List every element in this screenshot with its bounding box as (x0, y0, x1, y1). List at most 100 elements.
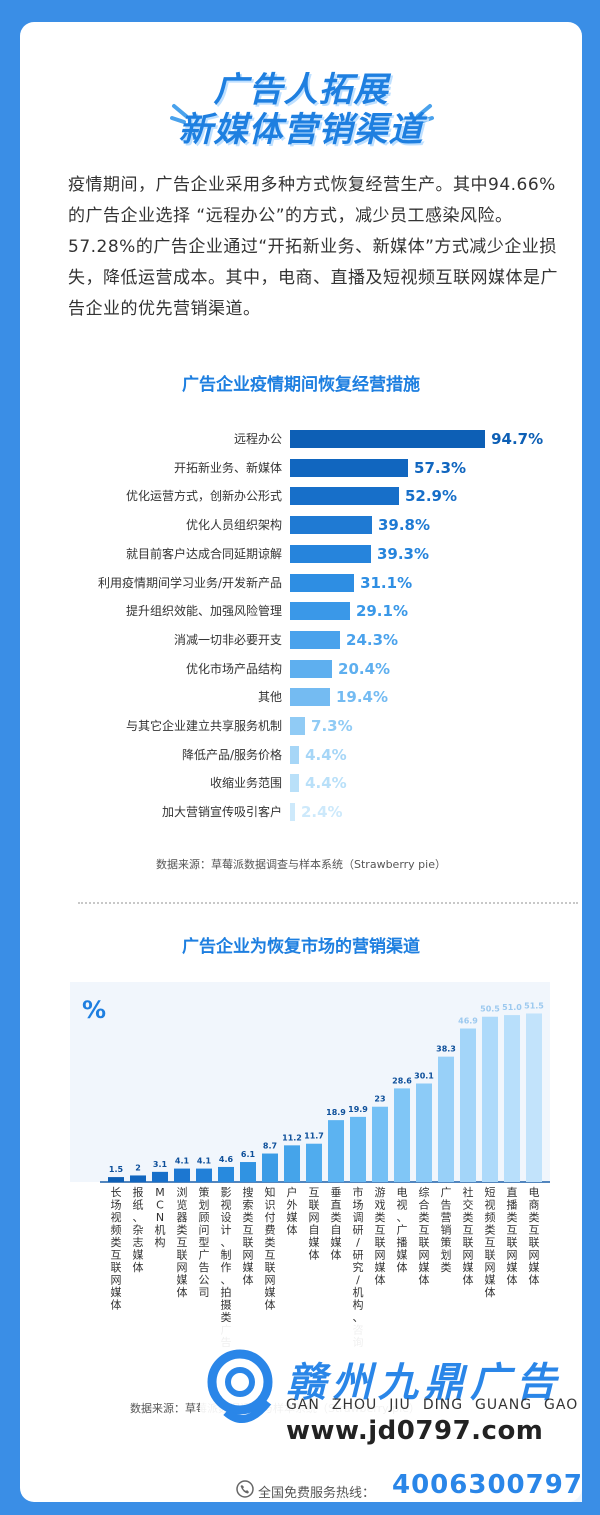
hbar-value-label: 39.8% (377, 516, 431, 535)
left-sparkle-icon (170, 104, 188, 124)
hbar-bar (290, 487, 399, 506)
hbar-row: 降低产品/服务价格 4.4% (20, 744, 582, 768)
intro-paragraph: 疫情期间，广告企业采用多种方式恢复经营生产。其中94.66%的广告企业选择 “远… (68, 175, 558, 319)
vbar-bar (438, 1056, 454, 1182)
hbar-row: 远程办公 94.7% (20, 428, 582, 452)
hbar-bar (290, 745, 300, 764)
vbar-value-label: 51.5 (524, 1001, 544, 1010)
vbar-bar (284, 1145, 300, 1182)
hbar-value-label: 24.3% (346, 630, 399, 649)
vbar-value-label: 28.6 (392, 1076, 412, 1085)
vbar-category-label: 广告营销策划类 (441, 1186, 452, 1274)
hbar-value-label: 31.1% (360, 573, 413, 592)
vbar-value-label: 30.1 (414, 1071, 434, 1080)
hbar-category-label: 就目前客户达成合同延期谅解 (125, 546, 282, 561)
vbar-chart: % 1.5 长场视频类互联网媒体 2 报纸、杂志媒体 3.1 M C N 机构 4.1 浏览器类互联… (70, 982, 550, 1347)
hbar-value-label: 20.4% (338, 659, 391, 678)
vbar-bar (130, 1175, 146, 1182)
vbar-value-label: 8.7 (263, 1142, 277, 1151)
hbar-bar (290, 803, 295, 822)
vbar-bar (240, 1162, 256, 1182)
brand-pinyin-2: ZHOU (331, 1397, 378, 1413)
vbar-category-label: 电商类互联网媒体 (529, 1186, 540, 1287)
section-divider (78, 902, 578, 904)
vbar-value-label: 11.7 (304, 1132, 324, 1141)
brand-pinyin-4: DING (422, 1397, 464, 1413)
vbar-value-label: 4.1 (197, 1157, 212, 1166)
hbar-row: 开拓新业务、新媒体 57.3% (20, 457, 582, 481)
brand-pinyin-1: GAN (286, 1397, 320, 1413)
hbar-row: 其他 19.4% (20, 686, 582, 710)
hbar-chart-source: 数据来源：草莓派数据调查与样本系统（Strawberry pie） (156, 858, 446, 871)
hbar-value-label: 29.1% (355, 602, 408, 621)
vbar-value-label: 11.2 (282, 1133, 302, 1142)
vbar-category-label: 电视、广播媒体 (397, 1186, 408, 1274)
vbar-category-label: 浏览器类互联网媒体 (177, 1185, 188, 1299)
hbar-row: 优化人员组织架构 39.8% (20, 514, 582, 538)
hbar-value-label: 94.7% (491, 430, 544, 448)
hbar-bar (290, 602, 350, 621)
brand-pinyin-6: GAO (544, 1397, 579, 1413)
vbar-bar (394, 1088, 410, 1182)
hbar-category-label: 与其它企业建立共享服务机制 (125, 719, 282, 733)
vbar-bar (108, 1177, 124, 1182)
vbar-category-label: 搜索类互联网媒体 (243, 1185, 254, 1287)
hbar-bar (290, 774, 300, 793)
hotline-number: 4006300797 (392, 1470, 583, 1500)
hbar-row: 就目前客户达成合同延期谅解 39.3% (20, 543, 582, 567)
phone-icon (236, 1480, 254, 1498)
hbar-category-label: 降低产品/服务价格 (181, 747, 282, 762)
hbar-row: 加大营销宣传吸引客户 2.4% (20, 801, 582, 825)
vbar-bar (174, 1168, 190, 1182)
infographic-card: 广告人拓展 新媒体营销渠道 疫情期间，广告企业采用多种方式恢复经营生产。其中94… (20, 22, 582, 1502)
vbar-category-label: 社交类互联网媒体 (463, 1185, 474, 1287)
vbar-category-label: 策划顾问型广告公司 (199, 1185, 210, 1299)
vbar-value-label: 2 (135, 1163, 141, 1172)
vbar-bar (350, 1116, 366, 1182)
brand-pinyin-5: GUANG (475, 1397, 533, 1413)
vbar-bar (152, 1171, 168, 1182)
title-line-2: 新媒体营销渠道 (178, 110, 424, 150)
title-line-1: 广告人拓展 (213, 70, 389, 110)
hbar-category-label: 利用疫情期间学习业务/开发新产品 (97, 575, 282, 590)
vbar-bar (218, 1166, 234, 1182)
hbar-category-label: 提升组织效能、加强风险管理 (125, 604, 282, 619)
hbar-value-label: 2.4% (300, 803, 343, 822)
hbar-category-label: 收缩业务范围 (209, 776, 282, 791)
hbar-category-label: 优化人员组织架构 (185, 518, 282, 533)
hbar-bar (290, 430, 486, 448)
hbar-value-label: 52.9% (404, 487, 458, 506)
vbar-value-label: 46.9 (458, 1017, 478, 1026)
hbar-category-label: 远程办公 (233, 432, 282, 446)
vbar-value-label: 38.3 (436, 1045, 456, 1054)
vbar-bar (526, 1013, 542, 1182)
vbar-category-label: 垂直类自媒体 (331, 1186, 342, 1262)
hbar-row: 提升组织效能、加强风险管理 29.1% (20, 600, 582, 624)
vbar-bar (372, 1106, 388, 1182)
vbar-bar (460, 1028, 476, 1182)
vbar-category-label: 游戏类互联网媒体 (375, 1186, 386, 1287)
vbar-value-label: 19.9 (348, 1105, 368, 1114)
hbar-row: 与其它企业建立共享服务机制 7.3% (20, 715, 582, 739)
hbar-category-label: 消减一切非必要开支 (173, 632, 282, 647)
vbar-value-label: 4.1 (175, 1157, 190, 1166)
hbar-row: 利用疫情期间学习业务/开发新产品 31.1% (20, 572, 582, 596)
hbar-category-label: 优化市场产品结构 (185, 661, 282, 676)
hbar-row: 优化市场产品结构 20.4% (20, 658, 582, 682)
vbar-bar (416, 1083, 432, 1182)
vbar-bar (196, 1168, 212, 1182)
vbar-category-label: 互联网自媒体 (309, 1186, 320, 1262)
brand-pinyin: GAN ZHOU JIU DING GUANG GAO (286, 1397, 590, 1413)
hotline-label: 全国免费服务热线： (258, 1486, 376, 1501)
hbar-bar (290, 458, 409, 477)
hbar-row: 优化运营方式，创新办公形式 52.9% (20, 485, 582, 509)
hbar-category-label: 加大营销宣传吸引客户 (161, 805, 282, 820)
vbar-bar (306, 1143, 322, 1182)
vbar-value-label: 4.6 (219, 1155, 234, 1164)
vbar-value-label: 50.5 (480, 1005, 500, 1014)
hbar-bar (290, 630, 341, 649)
vbar-value-label: 18.9 (326, 1108, 346, 1117)
hbar-value-label: 57.3% (414, 458, 467, 477)
vbar-bar (482, 1016, 498, 1182)
hbar-bar (290, 516, 372, 535)
